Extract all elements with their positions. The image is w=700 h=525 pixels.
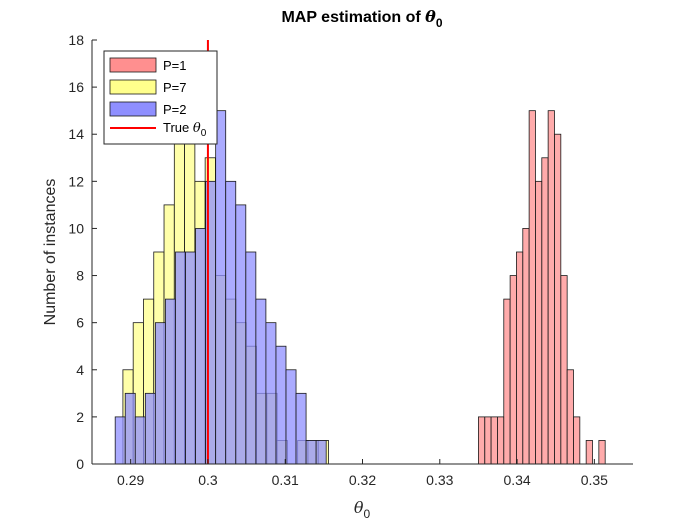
histogram-bar-s0-b0	[478, 416, 486, 465]
histogram-bar-s0-b7	[522, 228, 530, 465]
ticks-layer: 0.29 0.3 0.31 0.32 0.33 0.34 0.35 0 2 4 6 8 10 12 14 16…	[68, 32, 608, 488]
histogram-bar-s0-b8	[528, 110, 536, 465]
histogram-bar-s0-b12	[554, 133, 562, 465]
histogram-bar-s2-b4	[154, 322, 166, 465]
legend-swatch-1	[109, 79, 157, 95]
histogram-bar-s2-b1	[124, 392, 136, 465]
histogram-bar-s0-b6	[516, 251, 524, 465]
histogram-bar-s0-b10	[541, 157, 549, 465]
y-tick-label-6: 12	[68, 173, 84, 189]
histogram-bar-s2-b13	[245, 251, 257, 465]
x-tick-label-3: 0.32	[349, 472, 376, 488]
x-axis-label: θ0	[354, 498, 371, 521]
histogram-bar-s2-b11	[225, 180, 237, 465]
histogram-bar-s2-b18	[295, 392, 307, 465]
histogram-bar-s2-b2	[134, 416, 146, 465]
histogram-bar-s2-b19	[305, 440, 317, 465]
histogram-bar-s2-b8	[195, 228, 207, 465]
y-tick-label-9: 18	[68, 32, 84, 48]
x-tick-label-6: 0.35	[581, 472, 608, 488]
histogram-bar-s0-b9	[535, 180, 543, 465]
histogram-bar-s0-b15	[573, 416, 581, 465]
histogram-bar-s0-b19	[598, 440, 606, 465]
y-tick-label-1: 2	[76, 409, 84, 425]
histogram-bar-s2-b5	[165, 298, 176, 465]
histogram-bar-s0-b1	[484, 416, 492, 465]
y-tick-label-4: 8	[76, 268, 84, 284]
histogram-bar-s0-b17	[585, 440, 593, 465]
legend-swatch-2	[109, 101, 157, 117]
histogram-bar-s0-b11	[547, 110, 555, 465]
histogram-bar-s2-b15	[265, 322, 277, 465]
x-tick-label-2: 0.31	[272, 472, 299, 488]
histogram-bar-s0-b13	[560, 275, 568, 465]
y-tick-label-7: 14	[68, 126, 84, 142]
legend-label-0: P=1	[163, 58, 187, 73]
histogram-bar-s0-b14	[566, 369, 574, 465]
chart-title: MAP estimation of θ0	[281, 7, 442, 30]
histogram-bar-s2-b0	[114, 416, 126, 465]
histogram-bar-s2-b6	[175, 251, 186, 465]
histogram-bar-s0-b4	[503, 298, 511, 465]
histogram-bar-s0-b2	[490, 416, 498, 465]
histogram-bar-s2-b20	[315, 440, 327, 465]
histogram-bar-s2-b3	[144, 392, 156, 465]
x-tick-label-5: 0.34	[503, 472, 530, 488]
histogram-bar-s2-b12	[235, 204, 247, 465]
histogram-bar-s0-b3	[497, 416, 505, 465]
histogram-bar-s2-b14	[255, 298, 267, 465]
legend-label-true: True θ0	[163, 120, 207, 139]
legend-label-1: P=7	[163, 80, 187, 95]
legend-swatch-0	[109, 57, 157, 73]
x-tick-label-0: 0.29	[117, 472, 144, 488]
y-tick-label-0: 0	[76, 456, 84, 472]
histogram-bar-s2-b16	[275, 345, 287, 465]
x-tick-label-1: 0.3	[198, 472, 218, 488]
y-tick-label-8: 16	[68, 79, 84, 95]
y-tick-label-3: 6	[76, 315, 84, 331]
histogram-bar-s2-b10	[215, 110, 227, 465]
legend: P=1 P=7 P=2 True θ0	[103, 50, 218, 145]
y-tick-label-5: 10	[68, 220, 84, 236]
x-tick-label-4: 0.33	[426, 472, 453, 488]
histogram-bar-s0-b5	[509, 275, 517, 465]
histogram-bar-s2-b17	[285, 369, 297, 465]
legend-label-2: P=2	[163, 102, 187, 117]
y-tick-label-2: 4	[76, 362, 84, 378]
histogram-bar-s2-b7	[185, 251, 196, 465]
bars-layer	[114, 110, 606, 465]
y-axis-label: Number of instances	[42, 179, 59, 326]
